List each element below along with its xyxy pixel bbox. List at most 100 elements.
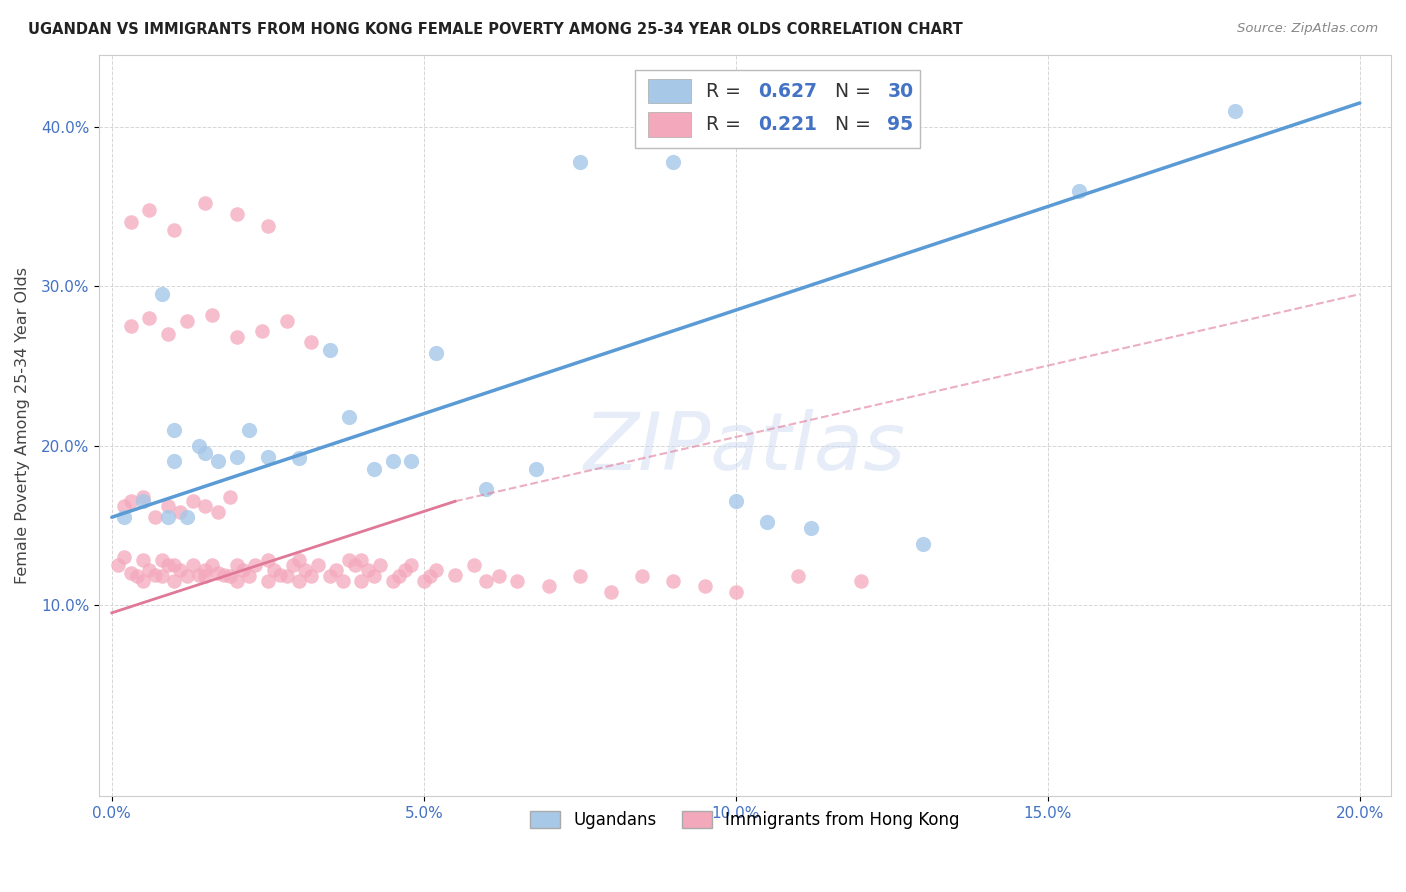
Point	[120, 566, 142, 580]
Point	[269, 567, 291, 582]
Point	[288, 553, 311, 567]
Point	[256, 450, 278, 464]
Point	[194, 446, 217, 460]
Point	[181, 558, 204, 572]
Point	[662, 574, 685, 588]
Point	[568, 569, 591, 583]
Text: N =: N =	[823, 115, 876, 135]
Point	[163, 423, 186, 437]
Point	[281, 558, 304, 572]
Point	[256, 574, 278, 588]
Point	[225, 558, 247, 572]
Point	[112, 499, 135, 513]
Text: Source: ZipAtlas.com: Source: ZipAtlas.com	[1237, 22, 1378, 36]
Point	[219, 569, 242, 583]
Point	[120, 215, 142, 229]
Text: 0.627: 0.627	[758, 82, 817, 101]
Point	[238, 423, 260, 437]
Point	[250, 324, 273, 338]
Text: ZIPatlas: ZIPatlas	[583, 409, 907, 487]
Point	[150, 553, 173, 567]
Point	[138, 563, 160, 577]
Point	[212, 567, 235, 582]
Point	[319, 343, 342, 357]
Point	[176, 510, 198, 524]
Legend: Ugandans, Immigrants from Hong Kong: Ugandans, Immigrants from Hong Kong	[524, 805, 966, 836]
Point	[132, 494, 155, 508]
Point	[145, 567, 167, 582]
Point	[225, 574, 247, 588]
Point	[337, 409, 360, 424]
Point	[263, 563, 285, 577]
Point	[425, 346, 447, 360]
Point	[219, 490, 242, 504]
Point	[350, 574, 373, 588]
Point	[112, 550, 135, 565]
Point	[301, 569, 323, 583]
Point	[163, 223, 186, 237]
Point	[225, 450, 247, 464]
Point	[194, 499, 217, 513]
Text: R =: R =	[706, 82, 748, 101]
Point	[156, 326, 179, 341]
Point	[181, 494, 204, 508]
Point	[401, 558, 423, 572]
Point	[107, 558, 129, 572]
Point	[163, 454, 186, 468]
Point	[276, 314, 298, 328]
Point	[150, 569, 173, 583]
Point	[1223, 103, 1246, 118]
Point	[232, 563, 254, 577]
Point	[724, 494, 747, 508]
Point	[169, 506, 191, 520]
Point	[463, 558, 485, 572]
Point	[363, 569, 385, 583]
Point	[245, 558, 267, 572]
Text: 0.221: 0.221	[758, 115, 817, 135]
Point	[475, 574, 498, 588]
Point	[412, 574, 434, 588]
Point	[419, 569, 441, 583]
Point	[207, 566, 229, 580]
Point	[381, 454, 404, 468]
Point	[238, 569, 260, 583]
Point	[724, 585, 747, 599]
Point	[363, 462, 385, 476]
Point	[394, 563, 416, 577]
Point	[537, 579, 560, 593]
Point	[350, 553, 373, 567]
Text: 95: 95	[887, 115, 914, 135]
FancyBboxPatch shape	[636, 70, 920, 148]
Point	[176, 569, 198, 583]
Point	[600, 585, 623, 599]
Point	[425, 563, 447, 577]
Y-axis label: Female Poverty Among 25-34 Year Olds: Female Poverty Among 25-34 Year Olds	[15, 267, 30, 584]
Point	[444, 567, 467, 582]
Point	[156, 499, 179, 513]
Point	[256, 219, 278, 233]
Point	[288, 574, 311, 588]
Point	[132, 490, 155, 504]
FancyBboxPatch shape	[648, 78, 690, 103]
Point	[176, 314, 198, 328]
Point	[207, 506, 229, 520]
Point	[631, 569, 654, 583]
Point	[112, 510, 135, 524]
Point	[301, 334, 323, 349]
Point	[194, 196, 217, 211]
Point	[201, 558, 224, 572]
Point	[225, 207, 247, 221]
Point	[524, 462, 547, 476]
Point	[132, 574, 155, 588]
Point	[138, 202, 160, 217]
Text: N =: N =	[823, 82, 876, 101]
Point	[307, 558, 329, 572]
Text: R =: R =	[706, 115, 748, 135]
Point	[800, 521, 823, 535]
Point	[207, 454, 229, 468]
Point	[693, 579, 716, 593]
Text: UGANDAN VS IMMIGRANTS FROM HONG KONG FEMALE POVERTY AMONG 25-34 YEAR OLDS CORREL: UGANDAN VS IMMIGRANTS FROM HONG KONG FEM…	[28, 22, 963, 37]
Point	[911, 537, 934, 551]
Point	[381, 574, 404, 588]
Point	[401, 454, 423, 468]
